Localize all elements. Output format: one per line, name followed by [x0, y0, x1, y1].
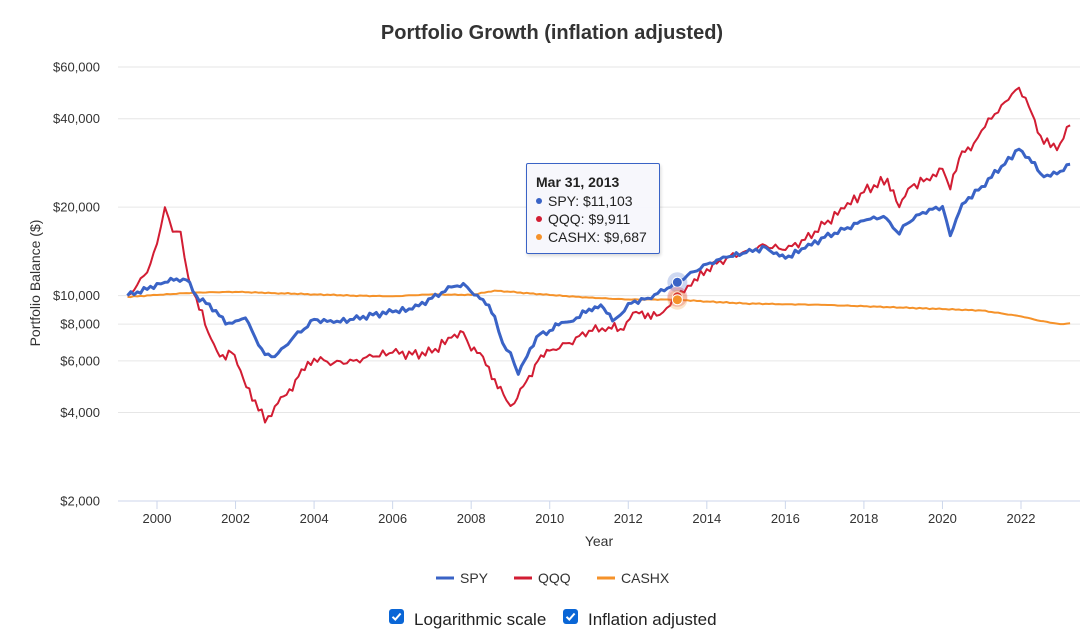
x-tick-label: 2010: [535, 511, 564, 526]
y-tick-label: $2,000: [60, 494, 100, 509]
tooltip-markers: [667, 272, 688, 310]
tooltip-spy-value: SPY: $11,103: [548, 193, 633, 209]
y-axis: $2,000 $4,000 $6,000 $8,000 $10,000 $20,000 $4…: [53, 60, 100, 509]
legend-item-qqq[interactable]: QQQ: [514, 570, 571, 586]
chart: Portfolio Growth (inflation adjusted) $2…: [27, 22, 1080, 586]
log-scale-checkbox[interactable]: Logarithmic scale: [389, 608, 547, 630]
chart-title: Portfolio Growth (inflation adjusted): [381, 22, 723, 44]
tooltip-qqq-value: QQQ: $9,911: [548, 211, 631, 227]
x-tick-label: 2000: [143, 511, 172, 526]
y-tick-label: $8,000: [60, 317, 100, 332]
x-tick-label: 2008: [457, 511, 486, 526]
tooltip-marker: [671, 294, 683, 306]
y-tick-label: $60,000: [53, 60, 100, 75]
checkbox-checked-icon[interactable]: [563, 608, 578, 624]
x-tick-label: 2014: [692, 511, 721, 526]
y-tick-label: $20,000: [53, 200, 100, 215]
tooltip-row-spy: SPY: $11,103: [536, 193, 633, 209]
x-tick-label: 2004: [300, 511, 329, 526]
inflation-adjusted-label: Inflation adjusted: [588, 610, 717, 629]
x-tick-label: 2012: [614, 511, 643, 526]
legend[interactable]: SPY QQQ CASHX: [436, 570, 670, 586]
tooltip-marker: [671, 276, 683, 288]
series-line-spy[interactable]: [126, 147, 1071, 376]
x-tick-label: 2022: [1007, 511, 1036, 526]
checkbox-checked-icon[interactable]: [389, 608, 404, 624]
x-tick-label: 2016: [771, 511, 800, 526]
inflation-adjusted-checkbox[interactable]: Inflation adjusted: [563, 608, 717, 630]
chart-options: Logarithmic scale Inflation adjusted: [0, 608, 1089, 634]
y-tick-label: $6,000: [60, 353, 100, 368]
tooltip-row-cashx: CASHX: $9,687: [536, 229, 647, 245]
legend-label: QQQ: [538, 570, 571, 586]
tooltip-row-qqq: QQQ: $9,911: [536, 211, 630, 227]
series-dot-icon: [536, 216, 542, 223]
x-axis-title: Year: [585, 533, 614, 549]
legend-item-cashx[interactable]: CASHX: [597, 570, 670, 586]
series-dot-icon: [536, 234, 542, 241]
y-tick-label: $10,000: [53, 288, 100, 303]
x-tick-label: 2002: [221, 511, 250, 526]
series-line-qqq[interactable]: [127, 86, 1071, 424]
y-tick-label: $40,000: [53, 111, 100, 126]
legend-item-spy[interactable]: SPY: [436, 570, 489, 586]
y-axis-title: Portfolio Balance ($): [27, 220, 43, 347]
legend-label: SPY: [460, 570, 489, 586]
series-lines: [126, 86, 1071, 424]
tooltip: Mar 31, 2013 SPY: $11,103 QQQ: $9,911 CA…: [526, 163, 660, 254]
series-dot-icon: [536, 198, 542, 205]
tooltip-cashx-value: CASHX: $9,687: [548, 229, 647, 245]
x-tick-label: 2020: [928, 511, 957, 526]
tooltip-date: Mar 31, 2013: [536, 174, 620, 190]
x-axis: 2000 2002 2004 2006 2008 2010 2012 2014 2016 2018…: [143, 501, 1036, 526]
log-scale-label: Logarithmic scale: [414, 610, 547, 629]
y-tick-label: $4,000: [60, 405, 100, 420]
x-tick-label: 2006: [378, 511, 407, 526]
series-line-cashx[interactable]: [127, 289, 1071, 326]
legend-label: CASHX: [621, 570, 670, 586]
x-tick-label: 2018: [849, 511, 878, 526]
